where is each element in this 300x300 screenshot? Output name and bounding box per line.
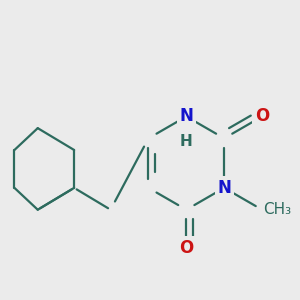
Text: O: O [179,238,194,256]
Text: H: H [180,134,193,149]
Text: N: N [179,107,193,125]
Text: O: O [255,107,269,125]
Text: N: N [217,179,231,197]
Text: CH₃: CH₃ [263,202,292,217]
